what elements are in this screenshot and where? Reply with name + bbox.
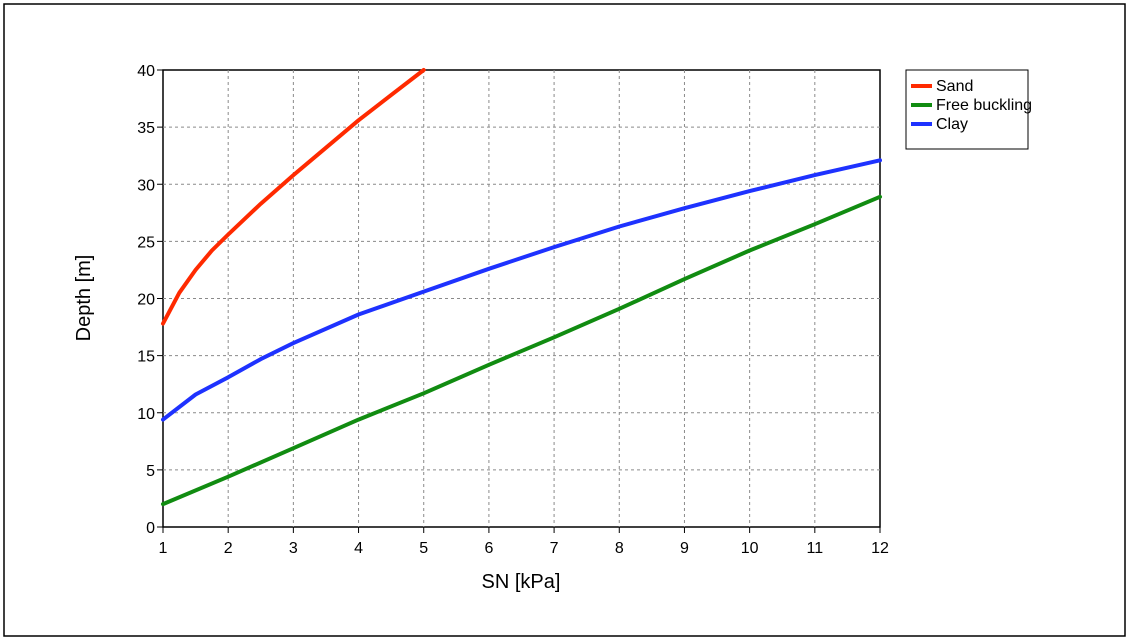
grid-lines: [163, 70, 880, 527]
x-tick-label: 9: [680, 540, 689, 557]
x-tick-label: 8: [615, 540, 624, 557]
y-tick-label: 10: [137, 406, 155, 423]
x-tick-label: 1: [159, 540, 168, 557]
y-axis-title: Depth [m]: [73, 255, 95, 342]
y-tick-label: 0: [146, 520, 155, 537]
series-line-clay: [161, 158, 882, 422]
tick-marks: [157, 69, 881, 533]
y-tick-label: 15: [137, 349, 155, 366]
series-line-sand: [161, 68, 426, 326]
x-tick-label: 11: [807, 540, 824, 557]
legend-items: Sand Free buckling Clay: [911, 78, 1032, 133]
x-tick-label: 5: [419, 540, 428, 557]
legend-label-free-buckling: Free buckling: [936, 97, 1032, 114]
y-tick-labels: 0 5 10 15 20 25 30 35 40: [137, 63, 155, 537]
y-tick-label: 20: [137, 292, 155, 309]
y-tick-label: 30: [137, 177, 155, 194]
y-tick-label: 25: [137, 234, 155, 251]
x-tick-label: 2: [224, 540, 233, 557]
series-line-free-buckling: [161, 194, 882, 507]
x-tick-label: 7: [550, 540, 559, 557]
x-tick-labels: 1 2 3 4 5 6 7 8 9 10 11 12: [159, 540, 889, 557]
series-lines: [161, 68, 882, 507]
x-tick-label: 3: [289, 540, 298, 557]
x-tick-label: 10: [741, 540, 759, 557]
y-tick-label: 40: [137, 63, 155, 80]
y-tick-label: 35: [137, 120, 155, 137]
legend: Sand Free buckling Clay: [905, 69, 1032, 150]
legend-label-sand: Sand: [936, 78, 973, 95]
legend-box: [905, 69, 1029, 150]
y-tick-label: 5: [146, 463, 155, 480]
x-axis-title: SN [kPa]: [482, 571, 561, 593]
legend-label-clay: Clay: [936, 116, 968, 133]
x-tick-label: 6: [484, 540, 493, 557]
x-tick-label: 4: [354, 540, 363, 557]
x-tick-label: 12: [871, 540, 889, 557]
